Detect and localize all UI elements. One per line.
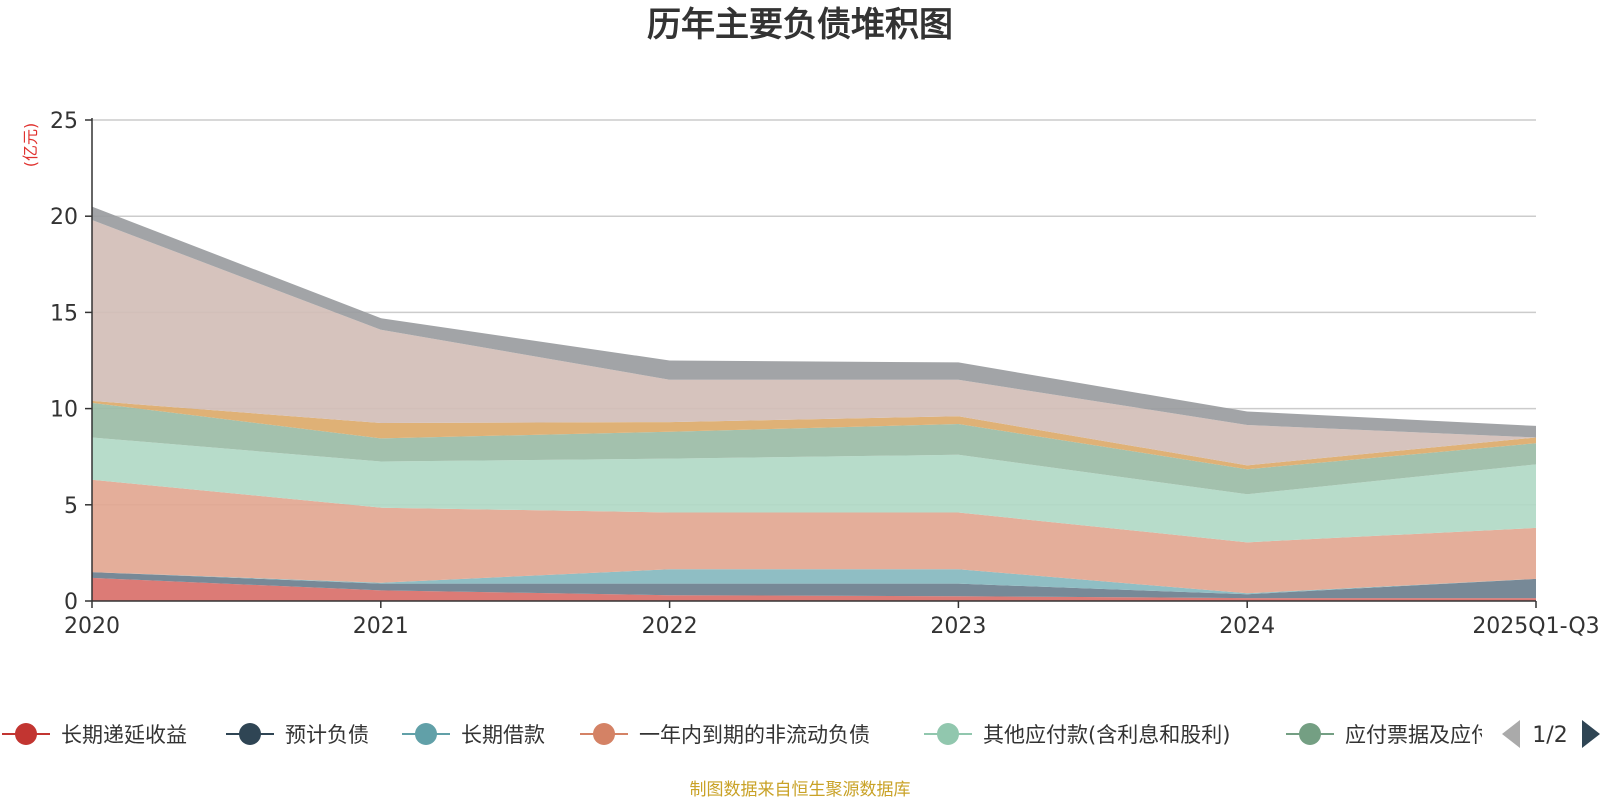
y-tick-label: 25 <box>50 109 78 134</box>
area-series <box>92 206 1536 601</box>
x-tick-label: 2021 <box>353 614 409 639</box>
legend-item[interactable]: 其他应付款(含利息和股利) <box>924 723 1230 747</box>
legend-label: 预计负债 <box>285 723 369 747</box>
x-tick-label: 2025Q1-Q3 <box>1472 614 1599 639</box>
legend-label: 应付票据及应付账款 <box>1345 723 1534 747</box>
x-ticks: 2020 2021 2022 2023 2024 2025Q1-Q3 <box>64 601 1600 639</box>
x-tick-label: 2023 <box>930 614 986 639</box>
area-应付票据及应付账款 <box>92 402 1536 495</box>
chart-title: 历年主要负债堆积图 <box>647 5 953 45</box>
y-ticks: 0 5 10 15 20 25 <box>50 109 92 615</box>
area-预计负债 <box>92 572 1536 599</box>
legend: 长期递延收益 预计负债 长期借款 一年内到期的非流动负债 其他应付款(含利息和股利) 应付… <box>2 723 1534 747</box>
legend-marker <box>937 723 959 745</box>
legend-pager: 1/2 <box>1502 720 1600 748</box>
legend-page-indicator: 1/2 <box>1532 723 1567 748</box>
y-tick-label: 10 <box>50 398 78 423</box>
x-tick-label: 2020 <box>64 614 120 639</box>
legend-item[interactable]: 预计负债 <box>226 723 369 747</box>
legend-marker <box>239 723 261 745</box>
legend-marker <box>1299 723 1321 745</box>
legend-next-icon[interactable] <box>1582 720 1600 748</box>
legend-items: 长期递延收益 预计负债 长期借款 一年内到期的非流动负债 其他应付款(含利息和股利) 应付… <box>2 723 1534 747</box>
area-其他应付款(含利息和股利) <box>92 437 1536 543</box>
legend-item[interactable]: 应付票据及应付账款 <box>1286 723 1534 747</box>
legend-label: 一年内到期的非流动负债 <box>639 723 870 747</box>
axes <box>91 118 1536 602</box>
x-tick-label: 2024 <box>1219 614 1275 639</box>
legend-marker <box>15 723 37 745</box>
legend-marker <box>593 723 615 745</box>
legend-label: 长期借款 <box>461 723 545 747</box>
x-tick-label: 2022 <box>642 614 698 639</box>
area-应交税费 <box>92 206 1536 438</box>
y-tick-label: 20 <box>50 205 78 230</box>
area-一年内到期的非流动负债 <box>92 479 1536 594</box>
area-合同负债 <box>92 400 1536 470</box>
source-note: 制图数据来自恒生聚源数据库 <box>690 780 911 800</box>
y-tick-label: 0 <box>64 590 78 615</box>
legend-prev-icon[interactable] <box>1502 720 1520 748</box>
legend-item[interactable]: 长期递延收益 <box>2 723 187 747</box>
legend-label: 长期递延收益 <box>61 723 187 747</box>
legend-label: 其他应付款(含利息和股利) <box>983 723 1230 747</box>
legend-item[interactable]: 一年内到期的非流动负债 <box>580 723 870 747</box>
y-axis-unit: (亿元) <box>21 123 40 168</box>
legend-marker <box>415 723 437 745</box>
area-长期借款 <box>92 569 1536 595</box>
area-长期递延收益 <box>92 577 1536 601</box>
legend-item[interactable]: 长期借款 <box>402 723 545 747</box>
area-短期借款 <box>92 220 1536 466</box>
y-tick-label: 5 <box>64 494 78 519</box>
y-tick-label: 15 <box>50 301 78 326</box>
